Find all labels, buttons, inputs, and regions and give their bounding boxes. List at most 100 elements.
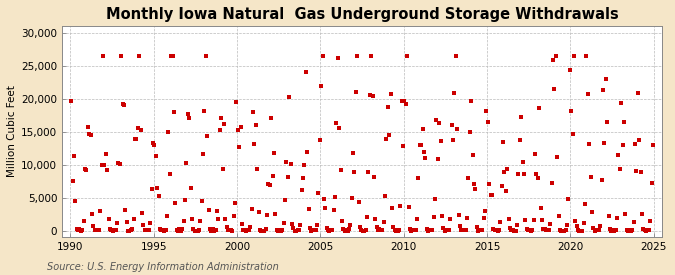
Point xyxy=(601,77,612,81)
Point xyxy=(310,227,321,232)
Point xyxy=(350,90,361,94)
Point xyxy=(186,216,197,221)
Point xyxy=(483,120,493,124)
Point xyxy=(520,218,531,222)
Point xyxy=(203,207,214,212)
Point xyxy=(446,123,457,127)
Point xyxy=(106,228,117,232)
Point xyxy=(413,176,424,180)
Point xyxy=(282,175,293,179)
Point xyxy=(364,93,375,97)
Point xyxy=(146,187,157,191)
Point xyxy=(535,205,546,210)
Point xyxy=(80,167,90,171)
Point xyxy=(592,227,603,232)
Point xyxy=(81,168,92,172)
Point xyxy=(90,228,101,232)
Point xyxy=(124,229,135,233)
Point xyxy=(294,228,304,233)
Point xyxy=(563,197,574,201)
Point xyxy=(522,227,533,232)
Point xyxy=(340,229,350,233)
Point xyxy=(531,172,542,176)
Point xyxy=(452,126,462,131)
Point xyxy=(479,216,489,221)
Point xyxy=(572,228,583,232)
Point xyxy=(647,181,657,185)
Point xyxy=(328,207,339,212)
Point xyxy=(433,156,443,161)
Point xyxy=(119,103,130,108)
Point xyxy=(122,219,132,224)
Point xyxy=(260,227,271,232)
Point xyxy=(366,54,377,58)
Point xyxy=(502,167,513,171)
Point xyxy=(163,130,173,134)
Point xyxy=(167,54,178,58)
Point xyxy=(105,227,115,231)
Point xyxy=(518,171,529,176)
Point xyxy=(610,228,621,232)
Point xyxy=(300,69,311,74)
Point xyxy=(642,228,653,233)
Point xyxy=(111,221,122,226)
Point xyxy=(517,160,528,164)
Point xyxy=(287,222,298,226)
Point xyxy=(632,91,643,95)
Point xyxy=(76,229,86,233)
Point xyxy=(338,227,349,232)
Point xyxy=(285,161,296,166)
Point xyxy=(176,229,186,233)
Point xyxy=(421,227,432,232)
Point xyxy=(495,220,506,224)
Point xyxy=(645,218,655,223)
Point xyxy=(244,228,254,232)
Point xyxy=(399,99,410,103)
Point xyxy=(477,228,487,232)
Point xyxy=(332,55,343,60)
Point xyxy=(635,170,646,174)
Point xyxy=(626,229,637,233)
Point xyxy=(114,162,125,166)
Point xyxy=(400,102,411,106)
Point xyxy=(216,116,227,120)
Point xyxy=(99,163,110,168)
Point xyxy=(198,152,209,156)
Point xyxy=(410,228,421,233)
Point xyxy=(269,151,279,155)
Point xyxy=(257,229,268,233)
Point xyxy=(240,228,250,232)
Point xyxy=(554,214,564,218)
Point xyxy=(409,228,420,233)
Point xyxy=(491,228,502,232)
Point xyxy=(228,213,239,218)
Point xyxy=(453,213,464,218)
Point xyxy=(371,225,382,229)
Title: Monthly Iowa Natural  Gas Underground Storage Withdrawals: Monthly Iowa Natural Gas Underground Sto… xyxy=(106,7,618,22)
Point xyxy=(321,226,332,230)
Point xyxy=(487,192,497,197)
Point xyxy=(394,228,404,232)
Point xyxy=(623,229,634,233)
Point xyxy=(149,143,160,147)
Point xyxy=(525,229,536,233)
Point xyxy=(599,141,610,145)
Point xyxy=(396,99,407,103)
Point xyxy=(166,54,177,58)
Point xyxy=(142,228,153,233)
Point xyxy=(587,210,597,214)
Point xyxy=(248,110,259,114)
Point xyxy=(408,228,418,232)
Point xyxy=(412,217,423,222)
Point xyxy=(403,205,414,209)
Point xyxy=(103,217,114,222)
Point xyxy=(455,224,466,228)
Point xyxy=(628,220,639,224)
Point xyxy=(378,220,389,224)
Point xyxy=(284,94,294,99)
Point xyxy=(488,227,499,232)
Point xyxy=(169,110,180,115)
Point xyxy=(539,227,550,232)
Point xyxy=(334,126,345,130)
Point xyxy=(435,139,446,144)
